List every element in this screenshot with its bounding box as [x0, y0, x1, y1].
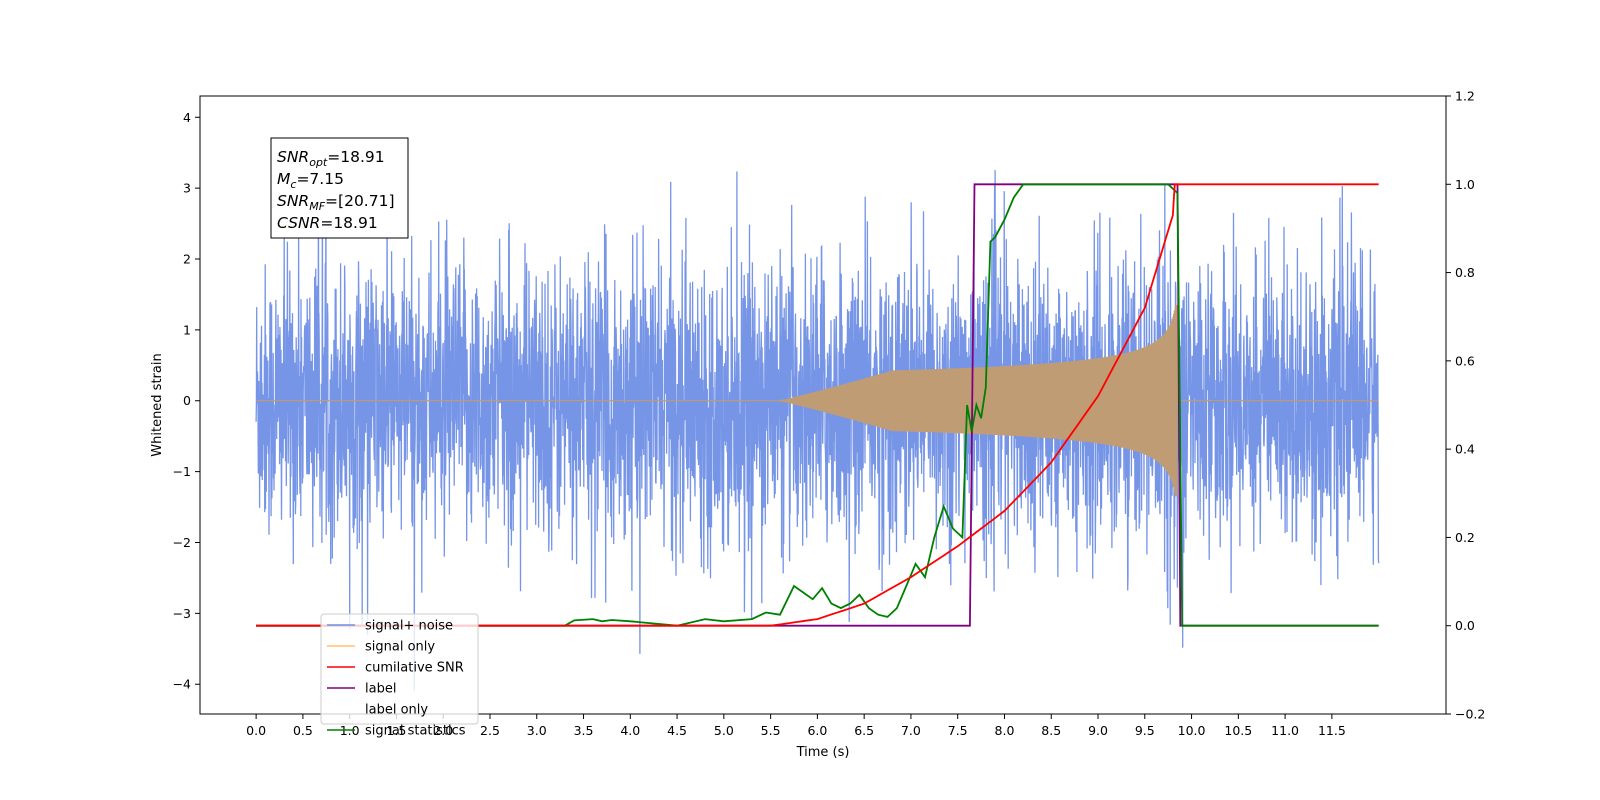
- x-tick-label: 9.5: [1135, 723, 1155, 738]
- x-tick-label: 0.0: [246, 723, 266, 738]
- x-tick-label: 3.0: [527, 723, 547, 738]
- y2-tick-label: −0.2: [1455, 707, 1485, 722]
- legend: signal+ noise signal only cumilative SNR la…: [320, 613, 479, 739]
- x-tick-label: 10.0: [1178, 723, 1206, 738]
- legend-label: label: [365, 682, 396, 697]
- x-tick-label: 9.0: [1088, 723, 1108, 738]
- x-tick-label: 8.5: [1041, 723, 1061, 738]
- legend-label: label only: [365, 703, 428, 718]
- x-tick-label: 7.5: [948, 723, 968, 738]
- y2-tick-label: 0.0: [1455, 618, 1475, 633]
- legend-frame: [320, 613, 479, 725]
- x-tick-label: 4.0: [620, 723, 640, 738]
- x-tick-label: 2.5: [480, 723, 500, 738]
- x-tick-label: 6.5: [854, 723, 874, 738]
- x-tick-label: 6.0: [807, 723, 827, 738]
- x-tick-label: 11.0: [1271, 723, 1299, 738]
- y-tick-label: 0: [183, 393, 191, 408]
- x-tick-label: 11.5: [1318, 723, 1346, 738]
- y2-tick-label: 0.6: [1455, 353, 1475, 368]
- y-tick-label: −4: [173, 677, 191, 692]
- axes-frame: [199, 95, 1447, 715]
- legend-label: signal+ noise: [365, 619, 453, 634]
- y-tick-label: −3: [173, 606, 191, 621]
- y2-tick-label: 1.2: [1455, 89, 1475, 104]
- y-tick-label: 1: [183, 322, 191, 337]
- y-axis-label: Whitened strain: [150, 353, 165, 456]
- series-signal-noise-line: [255, 144, 1380, 691]
- annotation-line: CSNR=18.91: [277, 214, 378, 232]
- series-signal-statistics-line: [256, 183, 1379, 627]
- legend-label: signal statistics: [365, 724, 466, 739]
- y2-tick-label: 1.0: [1455, 177, 1475, 192]
- series-signal-only-line: [256, 305, 1379, 497]
- annotation-line: SNRopt=18.91: [277, 148, 385, 169]
- annotation-box: SNRopt=18.91Mc=7.15SNRMF=[20.71]CSNR=18.…: [270, 137, 409, 239]
- legend-label: cumilative SNR: [365, 661, 464, 676]
- y-tick-label: 2: [183, 252, 191, 267]
- x-tick-label: 8.0: [995, 723, 1015, 738]
- y2-tick-label: 0.2: [1455, 530, 1475, 545]
- legend-label: signal only: [365, 640, 435, 655]
- x-tick-label: 2.0: [433, 723, 453, 738]
- x-tick-label: 1.5: [386, 723, 406, 738]
- y2-tick-label: 0.4: [1455, 442, 1475, 457]
- annotation-line: Mc=7.15: [277, 170, 344, 191]
- plot-area: [255, 144, 1380, 691]
- x-tick-label: 0.5: [293, 723, 313, 738]
- series-cumulative-snr-line: [256, 183, 1379, 627]
- x-axis-label: Time (s): [796, 745, 850, 760]
- x-tick-label: 5.5: [761, 723, 781, 738]
- y-tick-label: −2: [173, 535, 191, 550]
- y-tick-label: 4: [183, 110, 191, 125]
- y-tick-label: 3: [183, 181, 191, 196]
- annotation-frame: [270, 137, 409, 239]
- x-axis: 0.0 0.5 1.0 1.5 2.0 2.5 3.0 3.5 4.0 4.5 5.0 5.5 6.0 6…: [246, 714, 1346, 738]
- annotation-line: SNRMF=[20.71]: [277, 192, 395, 213]
- y-axis-left: −4 −3 −2 −1 0 1 2 3 4: [173, 110, 200, 692]
- x-tick-label: 5.0: [714, 723, 734, 738]
- y2-tick-label: 0.8: [1455, 265, 1475, 280]
- y-tick-label: −1: [173, 464, 191, 479]
- x-tick-label: 10.5: [1224, 723, 1252, 738]
- x-tick-label: 4.5: [667, 723, 687, 738]
- y-axis-right: −0.2 0.0 0.2 0.4 0.6 0.8 1.0 1.2: [1446, 89, 1485, 722]
- x-tick-label: 3.5: [574, 723, 594, 738]
- x-tick-label: 7.0: [901, 723, 921, 738]
